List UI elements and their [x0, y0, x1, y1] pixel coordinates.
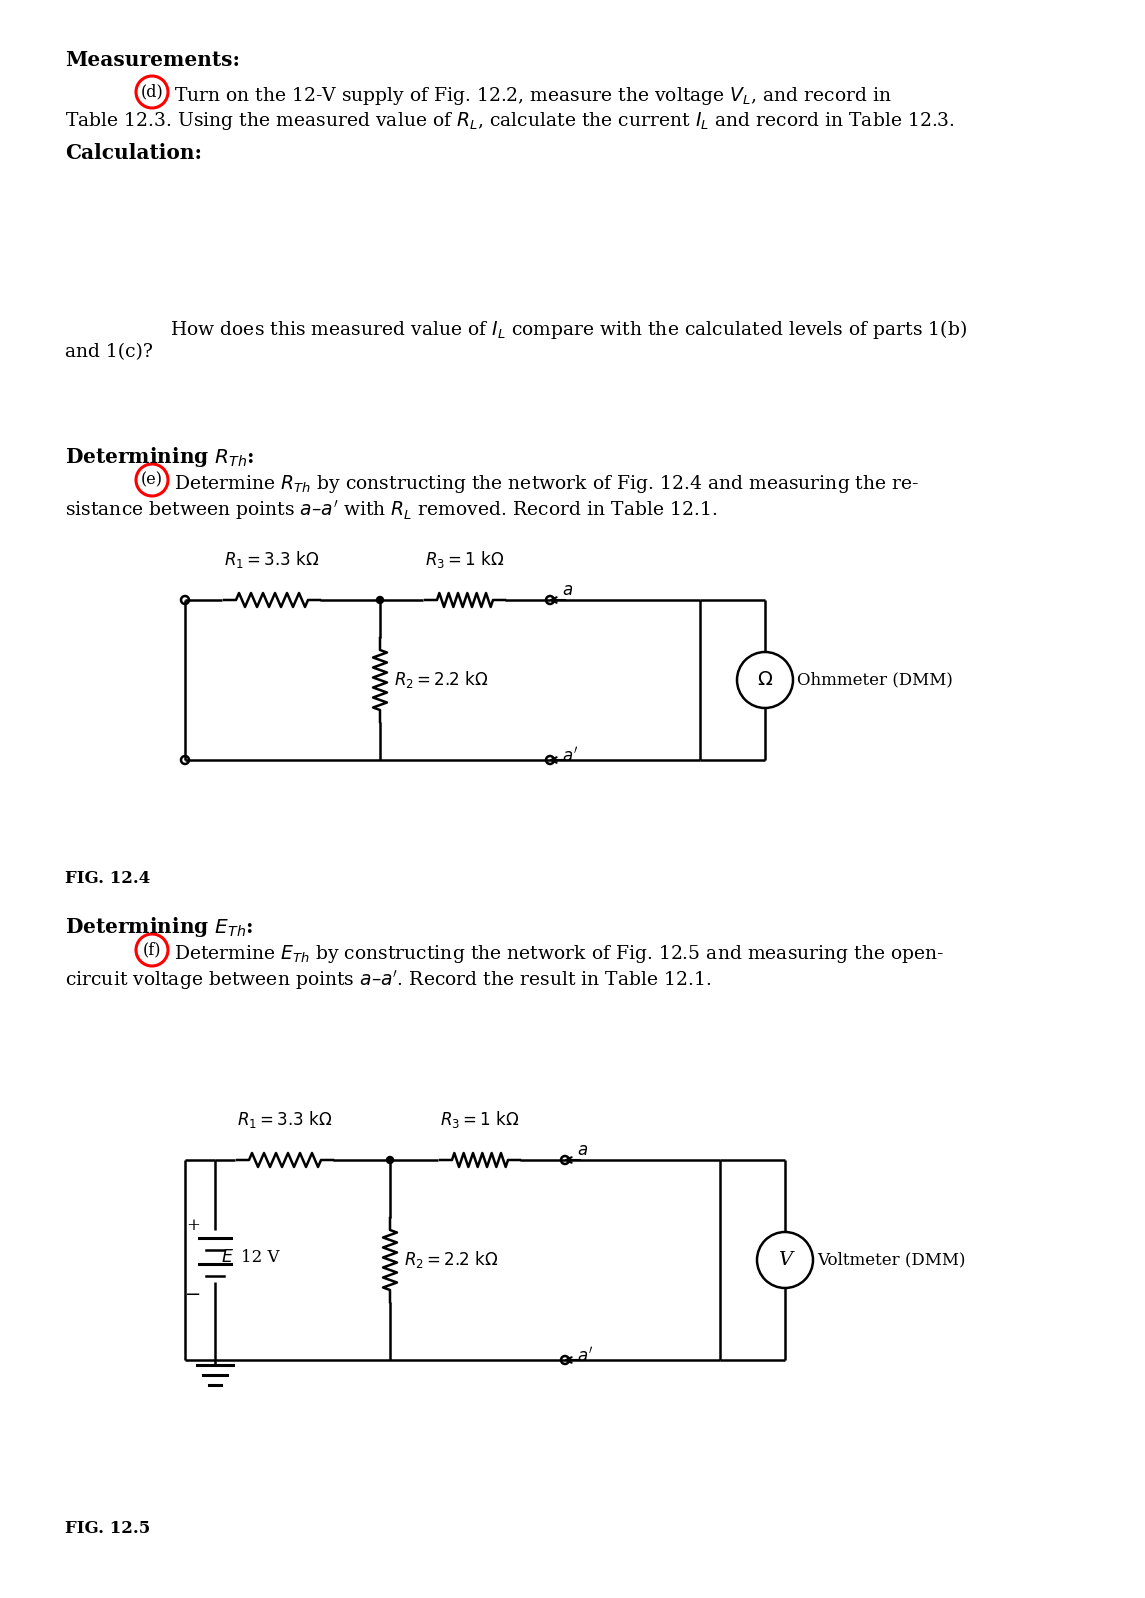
- Text: FIG. 12.5: FIG. 12.5: [65, 1520, 150, 1537]
- Text: Turn on the 12-V supply of Fig. 12.2, measure the voltage $V_L$, and record in: Turn on the 12-V supply of Fig. 12.2, me…: [174, 85, 892, 107]
- Text: $R_2 = 2.2\ \mathrm{k}\Omega$: $R_2 = 2.2\ \mathrm{k}\Omega$: [404, 1250, 498, 1270]
- Circle shape: [377, 596, 384, 604]
- Text: $\Omega$: $\Omega$: [757, 671, 773, 689]
- Text: −: −: [184, 1286, 202, 1304]
- Text: Determining $E_{Th}$:: Determining $E_{Th}$:: [65, 916, 253, 940]
- Text: $R_1 = 3.3\ \mathrm{k}\Omega$: $R_1 = 3.3\ \mathrm{k}\Omega$: [237, 1109, 333, 1130]
- Text: Determining $R_{Th}$:: Determining $R_{Th}$:: [65, 444, 254, 468]
- Text: (d): (d): [141, 83, 164, 101]
- Text: 12 V: 12 V: [240, 1250, 279, 1267]
- Text: Measurements:: Measurements:: [65, 50, 240, 70]
- Circle shape: [387, 1157, 394, 1163]
- Text: Determine $R_{Th}$ by constructing the network of Fig. 12.4 and measuring the re: Determine $R_{Th}$ by constructing the n…: [174, 473, 919, 495]
- Text: $R_1 = 3.3\ \mathrm{k}\Omega$: $R_1 = 3.3\ \mathrm{k}\Omega$: [224, 550, 319, 570]
- Text: sistance between points $a$–$a^\prime$ with $R_L$ removed. Record in Table 12.1.: sistance between points $a$–$a^\prime$ w…: [65, 499, 717, 523]
- Text: (e): (e): [141, 471, 163, 489]
- Text: $R_3 = 1\ \mathrm{k}\Omega$: $R_3 = 1\ \mathrm{k}\Omega$: [425, 550, 505, 570]
- Text: (f): (f): [143, 941, 161, 959]
- Text: $a$: $a$: [562, 582, 574, 599]
- Text: $a'$: $a'$: [562, 746, 578, 765]
- Text: FIG. 12.4: FIG. 12.4: [65, 869, 150, 887]
- Text: How does this measured value of $I_L$ compare with the calculated levels of part: How does this measured value of $I_L$ co…: [169, 318, 968, 340]
- Text: Determine $E_{Th}$ by constructing the network of Fig. 12.5 and measuring the op: Determine $E_{Th}$ by constructing the n…: [174, 943, 945, 965]
- Text: $R_2 = 2.2\ \mathrm{k}\Omega$: $R_2 = 2.2\ \mathrm{k}\Omega$: [394, 670, 489, 690]
- Text: $a$: $a$: [577, 1143, 589, 1159]
- Text: $R_3 = 1\ \mathrm{k}\Omega$: $R_3 = 1\ \mathrm{k}\Omega$: [440, 1109, 520, 1130]
- Text: +: +: [185, 1216, 200, 1234]
- Text: Table 12.3. Using the measured value of $R_L$, calculate the current $I_L$ and r: Table 12.3. Using the measured value of …: [65, 110, 955, 133]
- Text: $a'$: $a'$: [577, 1346, 593, 1365]
- Text: V: V: [777, 1251, 792, 1269]
- Text: $E$: $E$: [221, 1250, 234, 1267]
- Text: Calculation:: Calculation:: [65, 142, 202, 163]
- Text: Ohmmeter (DMM): Ohmmeter (DMM): [797, 671, 953, 689]
- Text: circuit voltage between points $a$–$a^\prime$. Record the result in Table 12.1.: circuit voltage between points $a$–$a^\p…: [65, 968, 711, 992]
- Text: and 1(c)?: and 1(c)?: [65, 344, 153, 361]
- Text: Voltmeter (DMM): Voltmeter (DMM): [818, 1251, 965, 1269]
